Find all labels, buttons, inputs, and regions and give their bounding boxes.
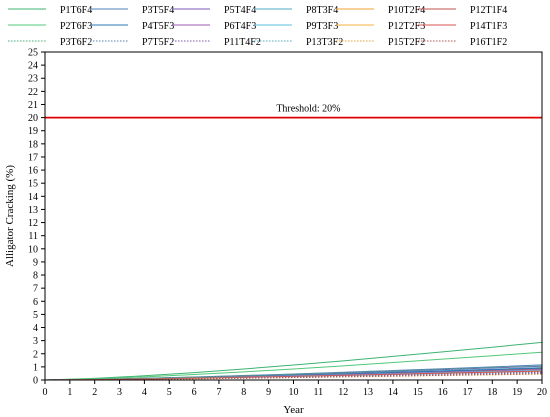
legend-item: P12T1F4 xyxy=(418,5,507,16)
y-tick-label: 5 xyxy=(33,310,38,321)
x-tick-label: 14 xyxy=(388,387,398,398)
legend-label: P11T4F2 xyxy=(224,37,261,48)
legend-label: P15T2F2 xyxy=(388,37,425,48)
x-tick-label: 20 xyxy=(537,387,547,398)
legend-item: P10T2F4 xyxy=(336,5,425,16)
x-tick-label: 0 xyxy=(43,387,48,398)
x-tick-label: 8 xyxy=(241,387,246,398)
series-line-p11t4f2 xyxy=(44,372,543,381)
x-tick-label: 17 xyxy=(462,387,472,398)
y-tick-label: 0 xyxy=(33,376,38,387)
legend-label: P5T4F4 xyxy=(224,5,256,16)
y-tick-label: 16 xyxy=(28,166,38,177)
legend-item: P4T5F3 xyxy=(90,21,174,32)
y-tick-label: 19 xyxy=(28,126,38,137)
legend-item: P3T6F2 xyxy=(8,37,92,48)
y-tick-label: 14 xyxy=(28,192,38,203)
y-tick-label: 10 xyxy=(28,244,38,255)
legend-item: P16T1F2 xyxy=(418,37,507,48)
legend-label: P12T2F3 xyxy=(388,21,425,32)
legend-item: P6T4F3 xyxy=(172,21,256,32)
y-tick-label: 24 xyxy=(28,61,38,72)
x-tick-label: 1 xyxy=(67,387,72,398)
x-tick-label: 3 xyxy=(117,387,122,398)
x-tick-label: 16 xyxy=(438,387,448,398)
legend-item: P5T4F4 xyxy=(172,5,256,16)
series-line-p14t1f3 xyxy=(44,370,543,381)
legend-label: P8T3F4 xyxy=(306,5,338,16)
series-line-p1t6f4 xyxy=(44,341,543,381)
legend-label: P6T4F3 xyxy=(224,21,256,32)
legend-label: P9T3F3 xyxy=(306,21,338,32)
legend-item: P14T1F3 xyxy=(418,21,507,32)
legend-label: P12T1F4 xyxy=(470,5,507,16)
y-tick-label: 12 xyxy=(28,218,38,229)
legend-label: P3T6F2 xyxy=(60,37,92,48)
x-tick-label: 5 xyxy=(167,387,172,398)
y-tick-label: 21 xyxy=(28,100,38,111)
series-line-p2t6f3 xyxy=(44,351,543,381)
y-tick-label: 25 xyxy=(28,48,38,59)
x-tick-label: 10 xyxy=(289,387,299,398)
y-tick-label: 1 xyxy=(33,362,38,373)
series-line-p16t1f2 xyxy=(44,373,543,381)
legend-label: P7T5F2 xyxy=(142,37,174,48)
x-axis-title: Year xyxy=(283,404,304,416)
x-tick-label: 19 xyxy=(512,387,522,398)
legend-label: P4T5F3 xyxy=(142,21,174,32)
y-tick-label: 22 xyxy=(28,87,38,98)
legend-label: P3T5F4 xyxy=(142,5,174,16)
legend-label: P14T1F3 xyxy=(470,21,507,32)
legend-item: P1T6F4 xyxy=(8,5,92,16)
y-tick-label: 8 xyxy=(33,271,38,282)
y-tick-label: 23 xyxy=(28,74,38,85)
legend-label: P16T1F2 xyxy=(470,37,507,48)
x-tick-label: 2 xyxy=(92,387,97,398)
x-tick-label: 12 xyxy=(338,387,348,398)
legend-label: P13T3F2 xyxy=(306,37,343,48)
x-tick-label: 18 xyxy=(487,387,497,398)
x-tick-label: 7 xyxy=(216,387,221,398)
y-tick-label: 15 xyxy=(28,179,38,190)
x-tick-label: 15 xyxy=(413,387,423,398)
legend-item: P8T3F4 xyxy=(254,5,338,16)
y-tick-label: 18 xyxy=(28,139,38,150)
legend-item: P12T2F3 xyxy=(336,21,425,32)
legend-item: P15T2F2 xyxy=(336,37,425,48)
series-line-p3t6f2 xyxy=(44,365,543,381)
plot-area: 0123456789101112131415161718192021222324… xyxy=(28,48,547,399)
x-tick-label: 6 xyxy=(192,387,197,398)
y-tick-label: 2 xyxy=(33,349,38,360)
legend-label: P10T2F4 xyxy=(388,5,425,16)
y-tick-label: 17 xyxy=(28,152,38,163)
legend-item: P3T5F4 xyxy=(90,5,174,16)
legend: P1T6F4 P3T5F4 P5T4F4 P8T3F4 P10T2F4 P12T1F4 P2… xyxy=(8,5,507,48)
legend-item: P9T3F3 xyxy=(254,21,338,32)
y-tick-label: 11 xyxy=(28,231,38,242)
x-axis-ticks: 0 1 2 3 4 5 6 7 8 9 10 11 12 13 14 15 16 17 18 19 20 xyxy=(43,380,547,398)
legend-label: P1T6F4 xyxy=(60,5,92,16)
y-tick-label: 20 xyxy=(28,113,38,124)
series-lines xyxy=(44,341,543,381)
legend-item: P13T3F2 xyxy=(254,37,343,48)
y-tick-label: 3 xyxy=(33,336,38,347)
y-tick-label: 13 xyxy=(28,205,38,216)
y-tick-label: 7 xyxy=(33,284,38,295)
y-axis-title: Alligator Cracking (%) xyxy=(4,165,16,267)
x-tick-label: 4 xyxy=(142,387,147,398)
x-tick-label: 13 xyxy=(363,387,373,398)
x-tick-label: 11 xyxy=(314,387,324,398)
y-tick-label: 4 xyxy=(33,323,38,334)
x-tick-label: 9 xyxy=(266,387,271,398)
legend-item: P2T6F3 xyxy=(8,21,92,32)
y-tick-label: 9 xyxy=(33,257,38,268)
y-axis-ticks: 0123456789101112131415161718192021222324… xyxy=(28,48,45,387)
threshold-label: Threshold: 20% xyxy=(276,104,340,115)
y-tick-label: 6 xyxy=(33,297,38,308)
legend-item: P11T4F2 xyxy=(172,37,261,48)
legend-item: P7T5F2 xyxy=(90,37,174,48)
legend-label: P2T6F3 xyxy=(60,21,92,32)
plot-frame xyxy=(44,51,543,381)
